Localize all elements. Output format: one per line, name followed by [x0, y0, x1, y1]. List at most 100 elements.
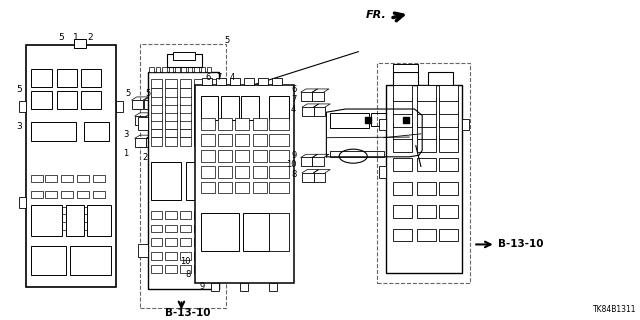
Bar	[179, 238, 191, 246]
Bar	[179, 88, 191, 97]
Bar	[393, 64, 419, 72]
Bar	[393, 72, 419, 85]
Bar	[166, 238, 177, 246]
Text: 5: 5	[16, 85, 22, 94]
Bar	[393, 111, 412, 126]
Text: 5: 5	[146, 89, 151, 98]
Bar	[206, 238, 218, 246]
Text: 2: 2	[143, 153, 148, 162]
Bar	[84, 122, 109, 141]
Bar	[417, 123, 436, 139]
Bar	[151, 79, 163, 88]
Bar	[193, 211, 205, 219]
Bar	[417, 182, 436, 195]
Bar	[179, 96, 191, 105]
Text: 9: 9	[200, 282, 205, 291]
Bar	[439, 111, 458, 126]
Bar	[179, 129, 191, 138]
Bar	[253, 166, 267, 178]
Bar	[314, 173, 325, 182]
Bar	[151, 238, 163, 246]
Bar	[200, 118, 214, 130]
Bar	[393, 205, 412, 218]
Bar	[235, 182, 249, 194]
Bar	[173, 52, 195, 60]
Bar	[31, 122, 76, 141]
Text: 4: 4	[229, 73, 234, 82]
Bar	[93, 206, 105, 214]
Bar	[200, 166, 214, 178]
Bar	[206, 112, 218, 121]
Bar	[74, 39, 86, 49]
Bar	[216, 78, 226, 85]
Text: 2: 2	[87, 33, 93, 42]
Bar	[439, 182, 458, 195]
Bar	[235, 118, 249, 130]
Bar	[200, 96, 218, 120]
Bar	[439, 228, 458, 241]
Bar	[439, 136, 458, 152]
Bar	[439, 158, 458, 171]
Bar	[193, 112, 205, 121]
Bar	[314, 107, 325, 116]
Bar	[206, 266, 218, 273]
Text: 1: 1	[123, 149, 129, 158]
Bar	[207, 67, 211, 72]
Bar	[235, 150, 249, 162]
Bar	[57, 91, 77, 109]
Bar	[379, 119, 387, 130]
Bar	[206, 129, 218, 138]
Bar	[211, 283, 219, 291]
Bar	[140, 44, 226, 308]
Bar	[393, 123, 412, 139]
Bar	[206, 96, 218, 105]
Bar	[195, 85, 294, 283]
Bar	[396, 113, 415, 125]
Bar	[462, 119, 469, 130]
Bar	[417, 98, 436, 114]
Bar	[193, 129, 205, 138]
Bar	[439, 85, 458, 101]
Bar	[200, 134, 214, 146]
Bar	[186, 162, 216, 200]
Bar	[31, 191, 43, 198]
Bar	[166, 112, 177, 121]
Bar	[163, 67, 167, 72]
Bar	[179, 225, 191, 233]
Bar	[218, 182, 232, 194]
Bar	[206, 137, 218, 146]
Text: 3: 3	[16, 122, 22, 131]
Bar	[70, 246, 111, 275]
Bar	[166, 225, 177, 233]
Bar	[393, 136, 412, 152]
Bar	[417, 205, 436, 218]
Bar	[193, 266, 205, 273]
Bar	[166, 88, 177, 97]
Bar	[428, 72, 454, 85]
Bar	[179, 252, 191, 260]
Bar	[45, 206, 57, 214]
Bar	[31, 204, 62, 236]
Bar	[77, 191, 89, 198]
Bar	[66, 204, 84, 236]
Text: 8: 8	[291, 170, 296, 179]
Bar	[179, 79, 191, 88]
Bar	[93, 175, 105, 182]
Text: 10: 10	[180, 258, 191, 267]
Bar	[151, 252, 163, 260]
Bar	[235, 134, 249, 146]
Bar	[31, 222, 43, 230]
Bar	[393, 182, 412, 195]
Bar	[193, 79, 205, 88]
Bar	[151, 112, 163, 121]
Bar	[218, 150, 232, 162]
Bar	[312, 92, 324, 101]
Bar	[330, 113, 369, 128]
Bar	[188, 67, 192, 72]
Bar	[417, 228, 436, 241]
Bar	[81, 91, 101, 109]
Bar	[193, 225, 205, 233]
Bar	[151, 211, 163, 219]
Bar	[200, 67, 205, 72]
Bar	[116, 101, 124, 112]
